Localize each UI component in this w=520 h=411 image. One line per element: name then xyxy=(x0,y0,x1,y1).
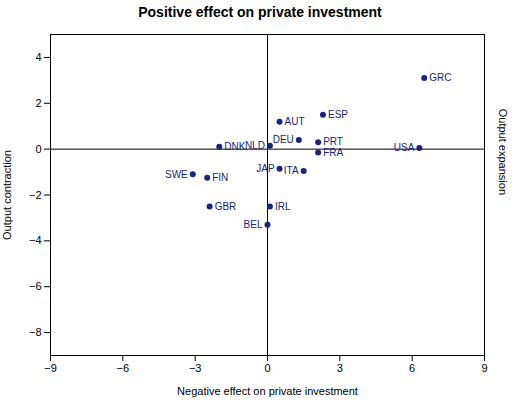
svg-text:Output expansion: Output expansion xyxy=(497,109,509,195)
svg-text:Output contraction: Output contraction xyxy=(1,150,13,240)
svg-text:BEL: BEL xyxy=(244,219,263,230)
svg-text:4: 4 xyxy=(35,51,41,63)
svg-text:PRT: PRT xyxy=(323,136,343,148)
svg-text:Negative effect on private inv: Negative effect on private investment xyxy=(177,385,358,397)
svg-text:SWE: SWE xyxy=(165,169,188,180)
svg-text:0: 0 xyxy=(35,143,41,155)
html-text:Positive effect on private inv: Positive effect on private investment xyxy=(138,4,382,20)
svg-text:9: 9 xyxy=(481,362,487,374)
svg-text:JAP: JAP xyxy=(256,163,275,174)
svg-text:0: 0 xyxy=(264,362,270,374)
svg-text:ESP: ESP xyxy=(328,109,348,120)
svg-text:−6: −6 xyxy=(29,280,42,292)
svg-text:ITA: ITA xyxy=(284,165,299,176)
svg-text:−3: −3 xyxy=(189,362,202,374)
svg-text:GBR: GBR xyxy=(215,201,237,212)
svg-text:−6: −6 xyxy=(117,362,130,374)
svg-text:AUT: AUT xyxy=(285,116,305,127)
svg-text:3: 3 xyxy=(337,362,343,374)
svg-text:−8: −8 xyxy=(29,326,42,338)
svg-text:NLD: NLD xyxy=(245,140,265,151)
svg-text:−4: −4 xyxy=(29,234,42,246)
svg-text:2: 2 xyxy=(35,97,41,109)
svg-text:USA: USA xyxy=(394,142,415,153)
svg-text:FRA: FRA xyxy=(323,147,343,158)
svg-text:−9: −9 xyxy=(44,362,57,374)
svg-text:−2: −2 xyxy=(29,189,42,201)
svg-text:FIN: FIN xyxy=(212,172,228,183)
svg-text:DNK: DNK xyxy=(224,141,245,152)
svg-text:DEU: DEU xyxy=(273,134,294,145)
svg-text:6: 6 xyxy=(409,362,415,374)
svg-text:IRL: IRL xyxy=(275,201,291,212)
svg-text:GRC: GRC xyxy=(429,72,451,83)
